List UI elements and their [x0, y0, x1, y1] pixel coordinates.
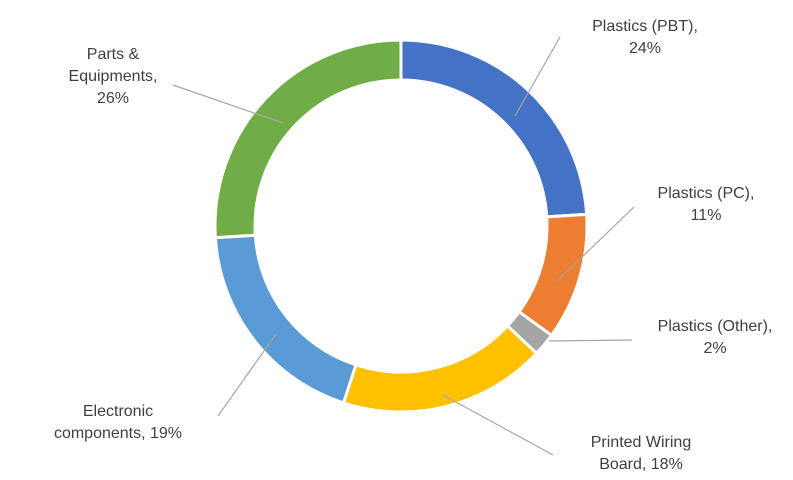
slice-plastics-pc [517, 212, 589, 338]
slice-printed-wiring-board [341, 323, 539, 414]
data-label-line: 26% [97, 90, 129, 107]
leader-line [514, 36, 561, 117]
data-label-line: Electronic [83, 403, 153, 420]
data-label: Plastics (Other), 2% [658, 318, 773, 357]
data-label: Plastics (PBT), 24% [592, 18, 698, 57]
data-label-line: Board, 18% [599, 456, 683, 473]
leader-line [442, 394, 554, 456]
data-label: Printed Wiring Board, 18% [591, 434, 691, 473]
leader-line [217, 333, 277, 417]
slice-electronic-components [213, 233, 358, 405]
slice-plastics-pbt [399, 38, 589, 219]
leader-lines [172, 36, 635, 456]
data-label-line: Parts & [87, 46, 140, 63]
data-label-line: Printed Wiring [591, 434, 691, 451]
data-label: Electronic components, 19% [54, 403, 182, 442]
data-label-line: Equipments, [69, 68, 158, 85]
data-label: Plastics (PC), 11% [658, 185, 755, 224]
leader-line [172, 84, 284, 124]
data-label-line: Plastics (Other), [658, 318, 773, 335]
data-label-line: 24% [629, 40, 661, 57]
data-label-line: 11% [691, 207, 722, 224]
data-label-line: 2% [703, 340, 726, 357]
leader-line [548, 339, 633, 342]
data-label-line: Plastics (PBT), [592, 18, 698, 35]
leader-line [556, 206, 635, 282]
slice-parts-equipments [213, 38, 403, 240]
donut-slices [213, 38, 589, 414]
data-label-line: Plastics (PC), [658, 185, 755, 202]
data-labels: Plastics (PBT), 24%Plastics (PC), 11%Plast… [54, 18, 772, 473]
data-label-line: components, 19% [54, 425, 182, 442]
data-label: Parts & Equipments, 26% [69, 46, 158, 107]
